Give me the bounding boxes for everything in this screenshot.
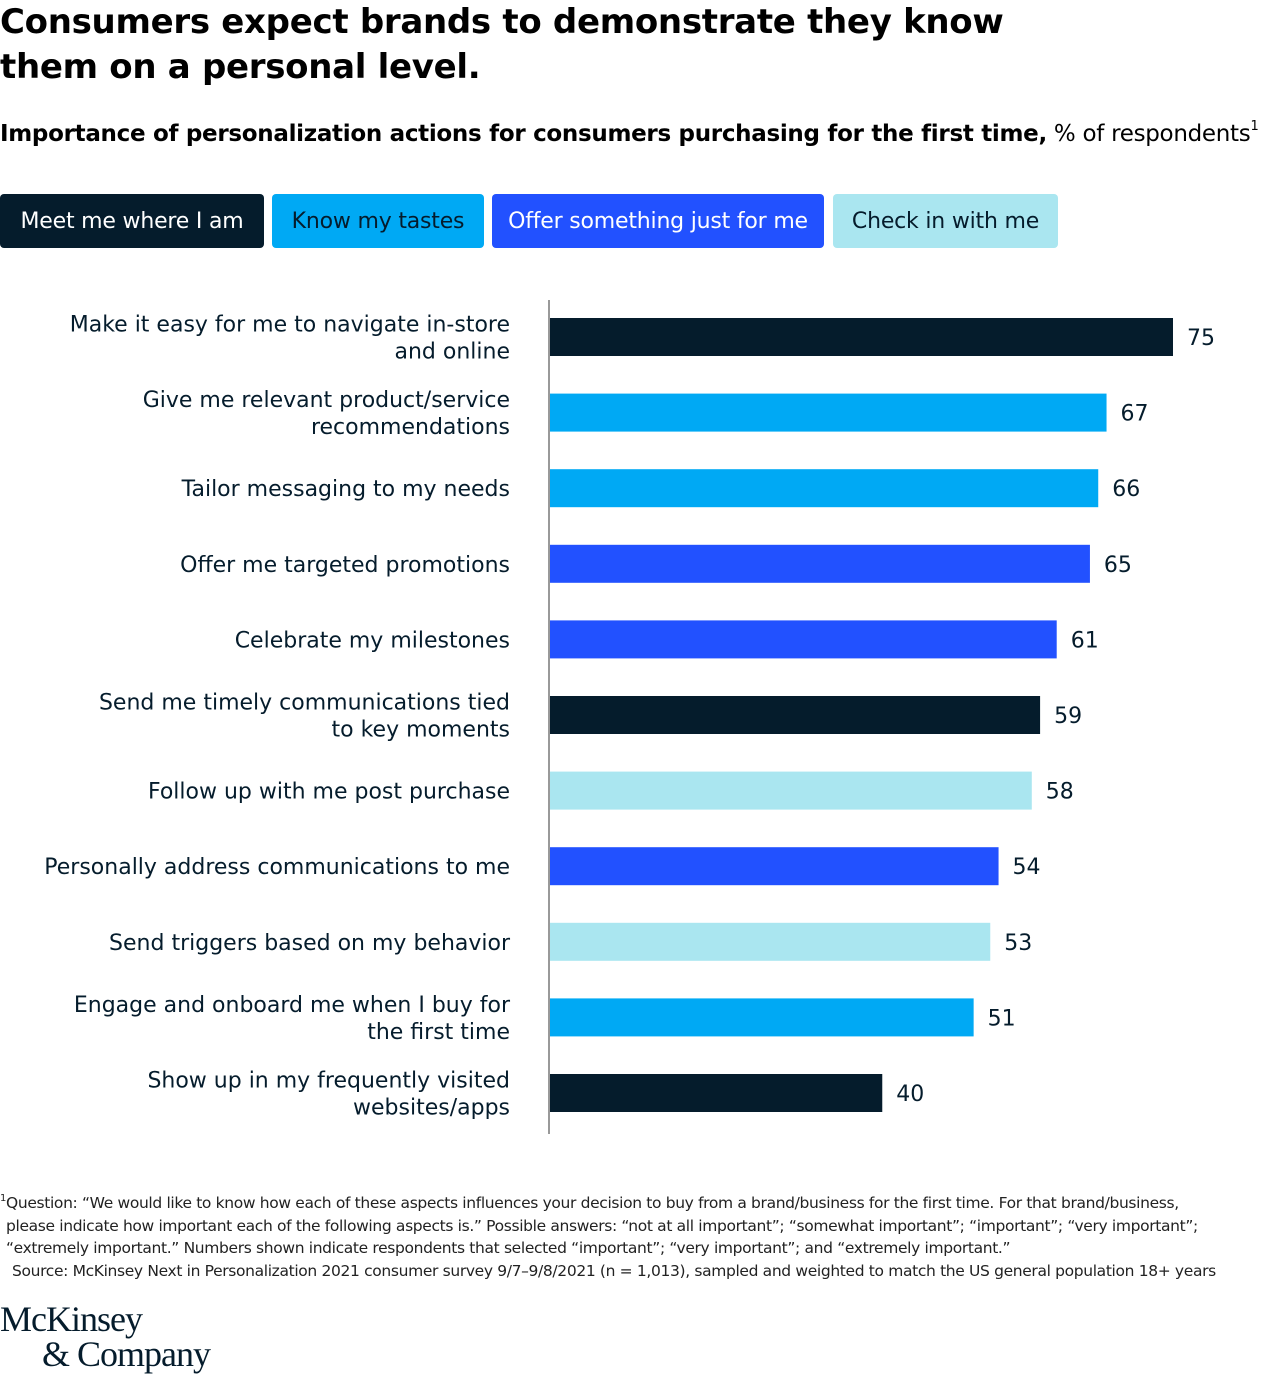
category-label-make-it-easy-for-me-to-navigate-in-store-and-online: and online: [395, 340, 511, 365]
category-label-celebrate-my-milestones: Celebrate my milestones: [235, 628, 510, 653]
category-label-give-me-relevant-product-service-recommendations: recommendations: [311, 415, 510, 440]
bar-personally-address-communications-to-me: [550, 847, 999, 886]
bars: 75 Make it easy for me to navigate in-sto…: [44, 313, 1215, 1121]
bar-send-triggers-based-on-my-behavior: [550, 922, 991, 961]
category-label-show-up-in-my-frequently-visited-websites-apps: Show up in my frequently visited: [147, 1069, 510, 1094]
legend-label: Meet me where I am: [20, 208, 244, 234]
value-label-personally-address-communications-to-me: 54: [1013, 855, 1041, 880]
category-label-personally-address-communications-to-me: Personally address communications to me: [44, 855, 510, 880]
footnote: 1Question: “We would like to know how ea…: [0, 1192, 1280, 1282]
legend-item-know-my-tastes: Know my tastes: [272, 194, 484, 248]
category-label-offer-me-targeted-promotions: Offer me targeted promotions: [180, 553, 510, 578]
legend-item-check-in-with-me: Check in with me: [833, 194, 1058, 248]
logo-line-2: & Company: [42, 1334, 211, 1374]
bar-show-up-in-my-frequently-visited-websites-apps: [550, 1074, 883, 1112]
value-label-tailor-messaging-to-my-needs: 66: [1112, 477, 1140, 502]
bar-make-it-easy-for-me-to-navigate-in-store-and-online: [550, 318, 1173, 356]
bar-offer-me-targeted-promotions: [550, 544, 1090, 583]
category-label-engage-and-onboard-me-when-i-buy-for-the-first-time: Engage and onboard me when I buy for: [74, 993, 511, 1018]
subtitle-unit: % of respondents: [1046, 121, 1251, 147]
category-label-give-me-relevant-product-service-recommendations: Give me relevant product/service: [143, 388, 510, 413]
logo-line-1: McKinsey: [0, 1299, 143, 1339]
mckinsey-logo: McKinsey & Company: [0, 1299, 211, 1374]
category-label-engage-and-onboard-me-when-i-buy-for-the-first-time: the first time: [367, 1020, 510, 1045]
footnote-line-1: 1Question: “We would like to know how ea…: [0, 1193, 1179, 1213]
value-label-engage-and-onboard-me-when-i-buy-for-the-first-time: 51: [988, 1006, 1016, 1031]
bar-celebrate-my-milestones: [550, 620, 1057, 659]
bar-tailor-messaging-to-my-needs: [550, 469, 1099, 508]
category-label-follow-up-with-me-post-purchase: Follow up with me post purchase: [148, 780, 510, 805]
bar-engage-and-onboard-me-when-i-buy-for-the-first-time: [550, 998, 974, 1037]
footnote-line-2: please indicate how important each of th…: [6, 1216, 1198, 1235]
footnote-marker: 1: [0, 1193, 7, 1204]
legend-item-offer-something-just-for-me: Offer something just for me: [492, 194, 824, 248]
legend-label: Know my tastes: [291, 208, 465, 234]
chart-title: Consumers expect brands to demonstrate t…: [0, 2, 1004, 87]
category-label-send-me-timely-communications-tied-to-key-moments: to key moments: [332, 718, 510, 743]
value-label-send-triggers-based-on-my-behavior: 53: [1004, 931, 1032, 956]
value-label-make-it-easy-for-me-to-navigate-in-store-and-online: 75: [1187, 326, 1215, 351]
subtitle-footnote-marker: 1: [1250, 119, 1259, 134]
category-label-show-up-in-my-frequently-visited-websites-apps: websites/apps: [353, 1096, 510, 1121]
bar-give-me-relevant-product-service-recommendations: [550, 393, 1107, 432]
subtitle-bold: Importance of personalization actions fo…: [0, 121, 1047, 147]
value-label-show-up-in-my-frequently-visited-websites-apps: 40: [896, 1082, 924, 1107]
category-label-send-me-timely-communications-tied-to-key-moments: Send me timely communications tied: [99, 691, 510, 716]
category-label-tailor-messaging-to-my-needs: Tailor messaging to my needs: [181, 477, 510, 502]
bar-chart: 75 Make it easy for me to navigate in-sto…: [44, 300, 1215, 1134]
value-label-offer-me-targeted-promotions: 65: [1104, 553, 1132, 578]
category-label-send-triggers-based-on-my-behavior: Send triggers based on my behavior: [109, 931, 511, 956]
chart-subtitle: Importance of personalization actions fo…: [0, 117, 1259, 151]
legend-label: Check in with me: [851, 208, 1040, 234]
value-label-send-me-timely-communications-tied-to-key-moments: 59: [1054, 704, 1082, 729]
value-label-celebrate-my-milestones: 61: [1071, 628, 1099, 653]
category-label-make-it-easy-for-me-to-navigate-in-store-and-online: Make it easy for me to navigate in-store: [70, 313, 510, 338]
bar-send-me-timely-communications-tied-to-key-moments: [550, 696, 1041, 734]
footnote-source: Source: McKinsey Next in Personalization…: [12, 1261, 1216, 1280]
legend-label: Offer something just for me: [508, 208, 808, 234]
footnote-line-3: “extremely important.” Numbers shown ind…: [6, 1239, 1011, 1257]
legend-item-meet-me-where-i-am: Meet me where I am: [0, 194, 264, 248]
value-label-give-me-relevant-product-service-recommendations: 67: [1121, 402, 1149, 427]
bar-follow-up-with-me-post-purchase: [550, 771, 1032, 810]
value-label-follow-up-with-me-post-purchase: 58: [1046, 780, 1074, 805]
